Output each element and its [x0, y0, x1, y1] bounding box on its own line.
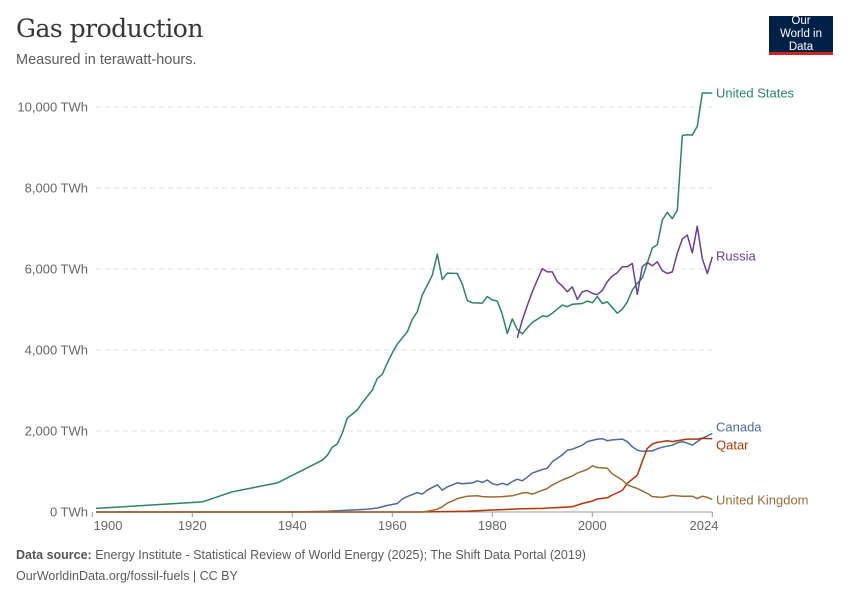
series-label: United States [716, 86, 795, 101]
data-source: Data source: Energy Institute - Statisti… [16, 548, 586, 562]
logo-text: Our World in Data [780, 14, 822, 53]
series-line-russia [516, 225, 714, 339]
series-label: United Kingdom [716, 493, 809, 508]
source-url[interactable]: OurWorldinData.org/fossil-fuels | CC BY [16, 569, 238, 583]
y-tick-label: 8,000 TWh [25, 181, 88, 196]
line-chart: 0 TWh 2,000 TWh 4,000 TWh 6,000 TWh 8,000 TW… [17, 86, 809, 534]
series-line-canada [96, 432, 713, 513]
data-source-text[interactable]: Energy Institute - Statistical Review of… [95, 548, 586, 562]
series-line-united-kingdom [96, 465, 713, 513]
chart-subtitle: Measured in terawatt-hours. [16, 52, 197, 68]
x-tick-label: 1980 [478, 518, 507, 533]
x-tick-label: 1920 [178, 518, 207, 533]
series-label: Canada [716, 420, 762, 435]
x-tick-label: 1900 [94, 518, 123, 533]
y-tick-label: 0 TWh [50, 505, 88, 520]
data-source-label: Data source: [16, 548, 92, 562]
x-tick-label: 2024 [690, 518, 719, 533]
y-tick-label: 2,000 TWh [25, 424, 88, 439]
x-tick-label: 1940 [278, 518, 307, 533]
x-tick-label: 1960 [378, 518, 407, 533]
y-tick-label: 4,000 TWh [25, 343, 88, 358]
series-label: Russia [716, 249, 757, 264]
owid-logo[interactable]: Our World in Data [769, 14, 833, 55]
series-line-qatar [96, 437, 713, 513]
x-tick-label: 2000 [578, 518, 607, 533]
y-tick-label: 6,000 TWh [25, 262, 88, 277]
chart-title: Gas production [16, 14, 203, 43]
series-line-united-states [95, 92, 713, 510]
series-label: Qatar [716, 438, 749, 453]
y-tick-label: 10,000 TWh [17, 100, 88, 115]
